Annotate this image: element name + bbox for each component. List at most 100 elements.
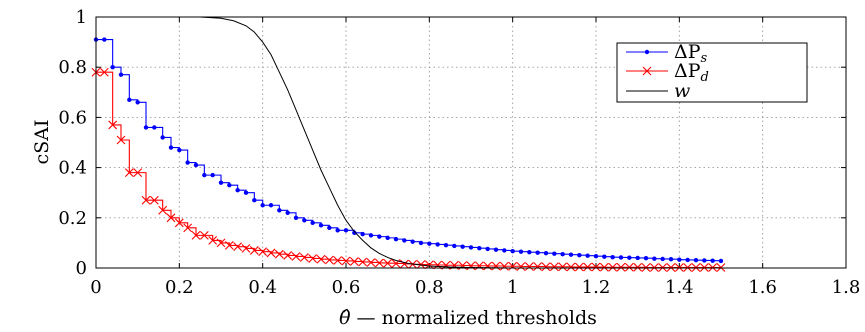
- data-point: [527, 249, 532, 255]
- data-point: [624, 262, 634, 272]
- data-point: [202, 172, 207, 178]
- legend-label: ΔPd: [674, 60, 709, 85]
- y-tick-label: 1: [76, 7, 87, 28]
- x-tick-label: 1.6: [748, 277, 777, 298]
- data-point: [599, 262, 609, 272]
- data-point: [210, 172, 215, 178]
- data-point: [110, 65, 115, 70]
- data-point: [708, 263, 718, 272]
- data-point: [333, 256, 343, 265]
- data-point: [168, 145, 174, 150]
- data-point: [699, 263, 709, 272]
- data-point: [593, 254, 599, 259]
- data-point: [127, 97, 132, 103]
- data-point: [185, 160, 190, 165]
- data-point: [227, 182, 232, 188]
- data-point: [549, 262, 559, 272]
- x-axis-label-symbol: θ̂: [339, 307, 351, 329]
- data-point: [691, 263, 701, 272]
- data-point: [299, 253, 309, 262]
- data-point: [308, 254, 318, 263]
- data-point: [291, 252, 301, 261]
- data-point: [616, 262, 626, 272]
- x-axis-label-text: — normalized thresholds: [351, 307, 597, 329]
- data-point: [368, 233, 374, 238]
- data-point: [399, 259, 409, 269]
- data-point: [335, 228, 340, 233]
- y-tick-label: 0: [76, 258, 87, 279]
- data-point: [258, 247, 268, 257]
- x-tick-label: 0.6: [332, 277, 361, 298]
- data-point: [452, 243, 457, 249]
- data-point: [268, 203, 274, 208]
- data-point: [585, 253, 590, 258]
- data-point: [641, 263, 651, 272]
- x-tick-label: 0.4: [248, 277, 277, 298]
- data-point: [302, 218, 307, 223]
- y-tick-labels: 0 0.2 0.4 0.6 0.8 1: [58, 7, 87, 279]
- data-point: [644, 49, 650, 55]
- data-point: [552, 251, 557, 256]
- data-point: [124, 168, 134, 178]
- x-tick-label: 1.4: [665, 277, 694, 298]
- y-tick-label: 0.2: [58, 208, 87, 229]
- data-point: [602, 254, 607, 259]
- data-point: [366, 258, 376, 267]
- data-point: [102, 37, 107, 42]
- data-point: [152, 125, 157, 130]
- data-point: [668, 257, 674, 262]
- data-point: [443, 242, 449, 248]
- data-point: [710, 258, 715, 263]
- x-tick-label: 1.2: [582, 277, 611, 298]
- data-point: [374, 258, 384, 268]
- data-point: [252, 198, 257, 203]
- data-point: [677, 257, 682, 262]
- data-point: [174, 218, 184, 228]
- data-point: [235, 187, 240, 193]
- data-point: [266, 248, 276, 258]
- data-point: [360, 231, 365, 237]
- x-tick-labels: 0 0.2 0.4 0.6 0.8 1 1.2 1.4 1.6 1.8: [90, 277, 860, 298]
- data-point: [191, 230, 201, 240]
- data-point: [649, 263, 659, 272]
- data-point: [460, 244, 465, 249]
- data-point: [385, 235, 390, 241]
- y-tick-label: 0.4: [58, 158, 87, 179]
- data-point: [135, 100, 140, 105]
- data-point: [99, 67, 109, 77]
- data-point: [716, 263, 726, 272]
- data-point: [349, 257, 359, 266]
- data-point: [627, 255, 632, 260]
- data-point: [485, 246, 490, 252]
- data-point: [718, 258, 724, 264]
- x-axis-label: θ̂ — normalized thresholds: [339, 307, 597, 329]
- data-point: [666, 263, 676, 272]
- legend-label: w: [674, 80, 690, 102]
- data-point: [260, 203, 265, 208]
- data-point: [558, 262, 568, 272]
- legend-label: ΔPs: [674, 41, 708, 66]
- data-point: [133, 168, 143, 178]
- data-point: [516, 262, 526, 271]
- data-point: [643, 256, 649, 261]
- data-point: [568, 252, 574, 257]
- data-point: [216, 238, 226, 248]
- data-point: [483, 261, 493, 271]
- data-point: [318, 223, 324, 228]
- data-point: [468, 245, 474, 250]
- data-point: [652, 256, 657, 261]
- data-point: [341, 256, 351, 266]
- data-point: [435, 242, 440, 247]
- data-point: [591, 262, 601, 272]
- data-point: [358, 257, 368, 267]
- data-point: [118, 72, 124, 77]
- data-point: [685, 257, 690, 263]
- y-axis-label: cSAI: [31, 120, 53, 165]
- x-tick-label: 1: [507, 277, 518, 298]
- x-tick-label: 0: [90, 277, 101, 298]
- data-point: [143, 125, 149, 130]
- data-point: [535, 250, 540, 255]
- data-point: [543, 250, 549, 256]
- data-point: [566, 262, 576, 272]
